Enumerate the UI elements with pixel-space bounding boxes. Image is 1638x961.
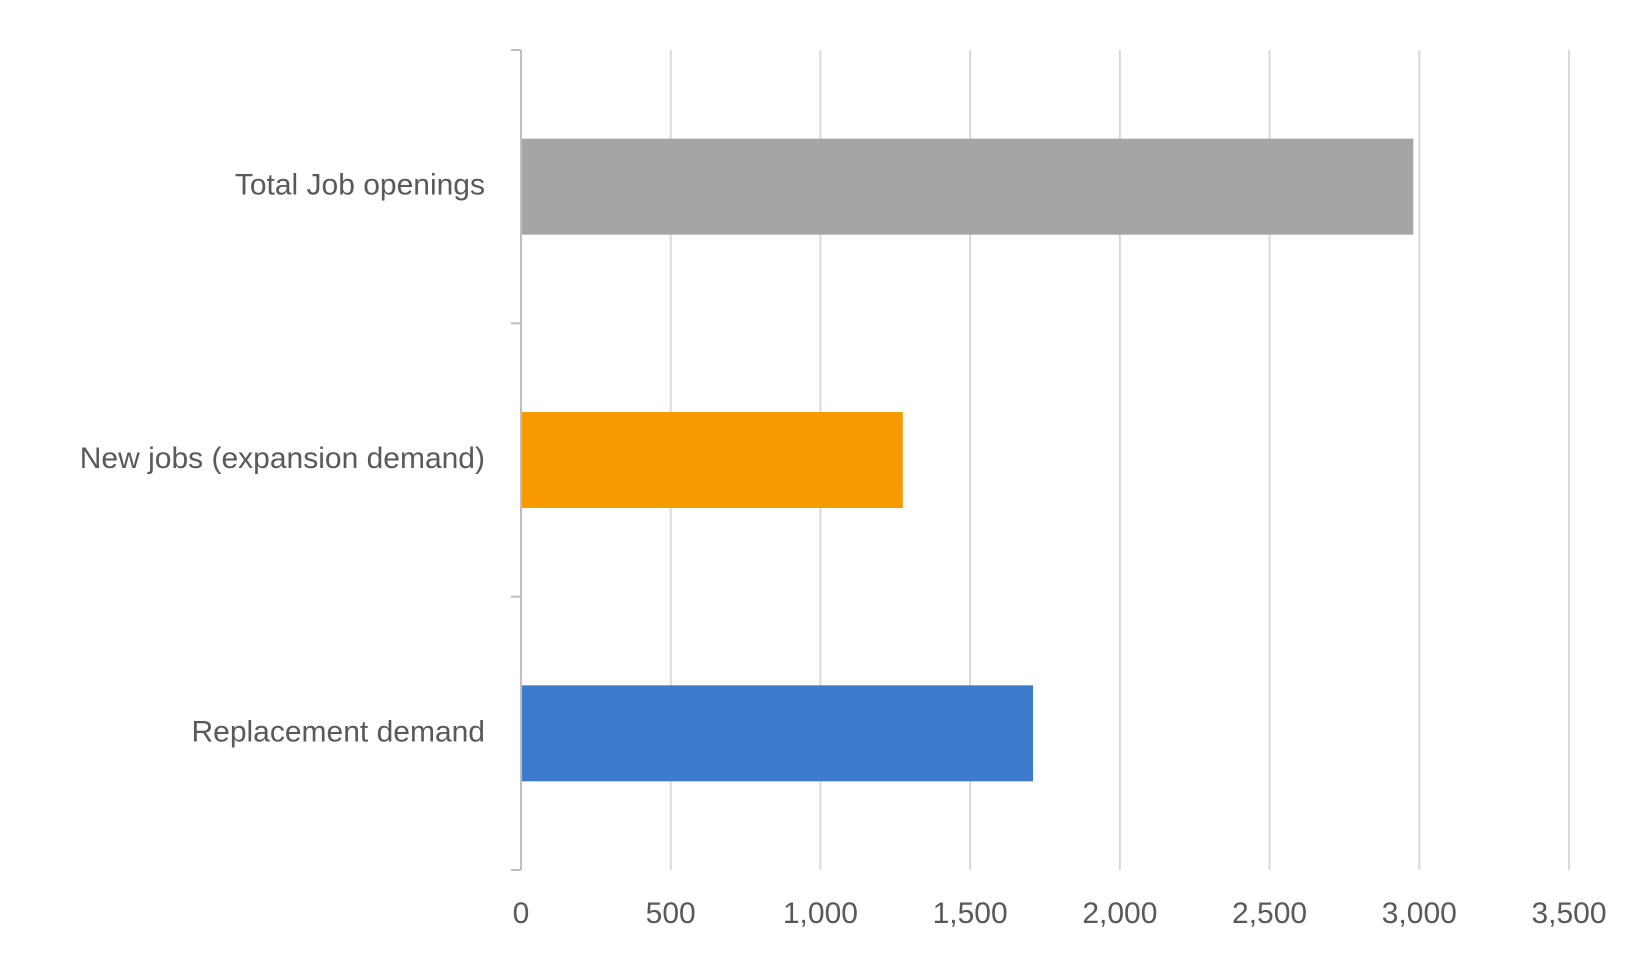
category-label: New jobs (expansion demand): [80, 442, 485, 475]
category-labels: Total Job openings New jobs (expansion de…: [80, 169, 485, 749]
x-tick-label: 2,500: [1232, 897, 1307, 930]
x-tick-label: 3,500: [1531, 897, 1606, 930]
bar: [522, 412, 903, 508]
x-tick-label: 1,500: [933, 897, 1008, 930]
bar: [522, 685, 1034, 782]
bars: [522, 138, 1414, 782]
x-tick-label: 500: [646, 897, 696, 930]
x-tick-label: 2,000: [1082, 897, 1157, 930]
category-label: Replacement demand: [191, 715, 485, 748]
x-tick-labels: 0 500 1,000 1,500 2,000 2,500 3,000 3,500: [513, 897, 1607, 930]
x-tick-label: 0: [513, 897, 530, 930]
category-label: Total Job openings: [235, 169, 485, 202]
category-axis: [511, 49, 522, 871]
bar: [522, 138, 1414, 235]
x-tick-label: 3,000: [1382, 897, 1457, 930]
x-tick-label: 1,000: [783, 897, 858, 930]
